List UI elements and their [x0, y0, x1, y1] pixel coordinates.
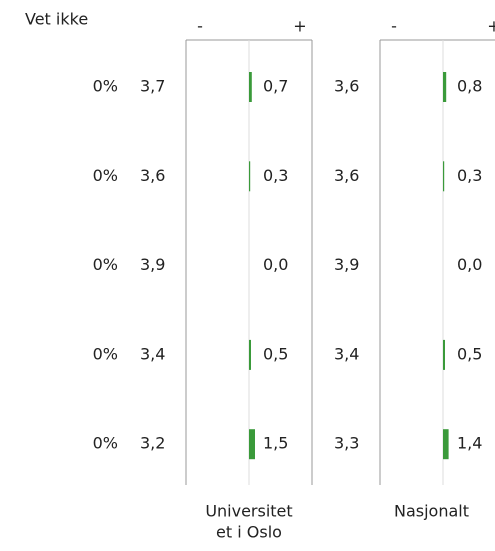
diff-value: 0,0	[263, 255, 288, 274]
plus-label: +	[487, 17, 495, 36]
mean-value: 3,6	[140, 166, 165, 185]
vet-ikke-value: 0%	[93, 344, 118, 363]
diff-bar	[249, 339, 251, 370]
diff-value: 1,5	[263, 434, 288, 453]
mean-value: 3,4	[140, 344, 165, 363]
diff-value: 0,5	[263, 344, 288, 363]
diff-value: 0,3	[457, 166, 482, 185]
vet-ikke-value: 0%	[93, 434, 118, 453]
vet-ikke-header: Vet ikke	[25, 10, 88, 29]
minus-label: -	[391, 17, 397, 36]
mean-value: 3,9	[334, 255, 359, 274]
mean-value: 3,2	[140, 434, 165, 453]
mean-value: 3,3	[334, 434, 359, 453]
minus-label: -	[197, 17, 203, 36]
diff-value: 1,4	[457, 434, 482, 453]
mean-value: 3,7	[140, 77, 165, 96]
diff-value: 0,5	[457, 344, 482, 363]
diff-bar	[443, 161, 445, 192]
group-label: Universitet	[205, 502, 292, 521]
diff-value: 0,3	[263, 166, 288, 185]
diff-value: 0,7	[263, 77, 288, 96]
diff-bar	[249, 72, 252, 102]
vet-ikke-value: 0%	[93, 77, 118, 96]
diff-bar	[443, 429, 449, 460]
mean-value: 3,4	[334, 344, 359, 363]
diff-bar	[443, 72, 447, 102]
vet-ikke-value: 0%	[93, 255, 118, 274]
diff-value: 0,8	[457, 77, 482, 96]
diff-value: 0,0	[457, 255, 482, 274]
group-label: et i Oslo	[216, 523, 282, 542]
mean-value: 3,6	[334, 77, 359, 96]
mean-value: 3,9	[140, 255, 165, 274]
diff-bar	[443, 339, 445, 370]
group-label: Nasjonalt	[394, 502, 469, 521]
plus-label: +	[293, 17, 306, 36]
vet-ikke-value: 0%	[93, 166, 118, 185]
diff-bar	[249, 161, 251, 192]
mean-value: 3,6	[334, 166, 359, 185]
diff-bar	[249, 429, 255, 460]
